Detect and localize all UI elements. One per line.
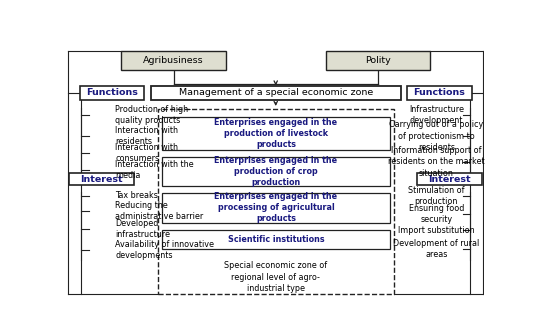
FancyBboxPatch shape: [162, 117, 390, 150]
FancyBboxPatch shape: [151, 86, 401, 100]
Text: Interaction with
consumers: Interaction with consumers: [115, 143, 178, 163]
FancyBboxPatch shape: [122, 51, 226, 70]
FancyBboxPatch shape: [158, 109, 394, 294]
Text: Interaction with the
media: Interaction with the media: [115, 160, 194, 180]
Text: Developed
infrastructure: Developed infrastructure: [115, 219, 170, 239]
Text: Carrying out of a policy
of protectionism to
residents: Carrying out of a policy of protectionis…: [389, 120, 483, 152]
Text: Development of rural
areas: Development of rural areas: [393, 239, 479, 259]
Text: Enterprises engaged in the
processing of agricultural
products: Enterprises engaged in the processing of…: [214, 192, 337, 223]
Text: Interest: Interest: [428, 175, 471, 183]
Text: Scientific institutions: Scientific institutions: [228, 235, 324, 244]
Text: Management of a special economic zone: Management of a special economic zone: [179, 88, 373, 97]
Text: Tax breaks: Tax breaks: [115, 191, 158, 200]
FancyBboxPatch shape: [162, 230, 390, 249]
Text: Functions: Functions: [413, 88, 465, 97]
FancyBboxPatch shape: [162, 157, 390, 186]
Text: Information support of
residents on the market
situation: Information support of residents on the …: [388, 146, 485, 177]
Text: Production of high-
quality products: Production of high- quality products: [115, 105, 191, 125]
FancyBboxPatch shape: [407, 86, 472, 100]
Text: Enterprises engaged in the
production of crop
production: Enterprises engaged in the production of…: [214, 156, 337, 187]
Text: Functions: Functions: [86, 88, 138, 97]
FancyBboxPatch shape: [80, 86, 144, 100]
Text: Ensuring food
security: Ensuring food security: [408, 204, 464, 224]
Text: Polity: Polity: [365, 56, 391, 65]
Text: Interest: Interest: [80, 175, 123, 183]
Text: Stimulation of
production: Stimulation of production: [408, 185, 464, 206]
Text: Reducing the
administrative barrier: Reducing the administrative barrier: [115, 201, 203, 221]
FancyBboxPatch shape: [417, 173, 482, 185]
FancyBboxPatch shape: [326, 51, 430, 70]
Text: Agribusiness: Agribusiness: [143, 56, 204, 65]
Text: Import substitution: Import substitution: [398, 226, 475, 235]
Text: Infrastructure
development: Infrastructure development: [409, 105, 464, 125]
Text: Interaction with
residents: Interaction with residents: [115, 126, 178, 146]
FancyBboxPatch shape: [69, 173, 134, 185]
Text: Special economic zone of
regional level of agro-
industrial type: Special economic zone of regional level …: [224, 261, 327, 293]
Text: Availability of innovative
developments: Availability of innovative developments: [115, 240, 214, 260]
Text: Enterprises engaged in the
production of livestock
products: Enterprises engaged in the production of…: [214, 118, 337, 149]
FancyBboxPatch shape: [162, 193, 390, 223]
